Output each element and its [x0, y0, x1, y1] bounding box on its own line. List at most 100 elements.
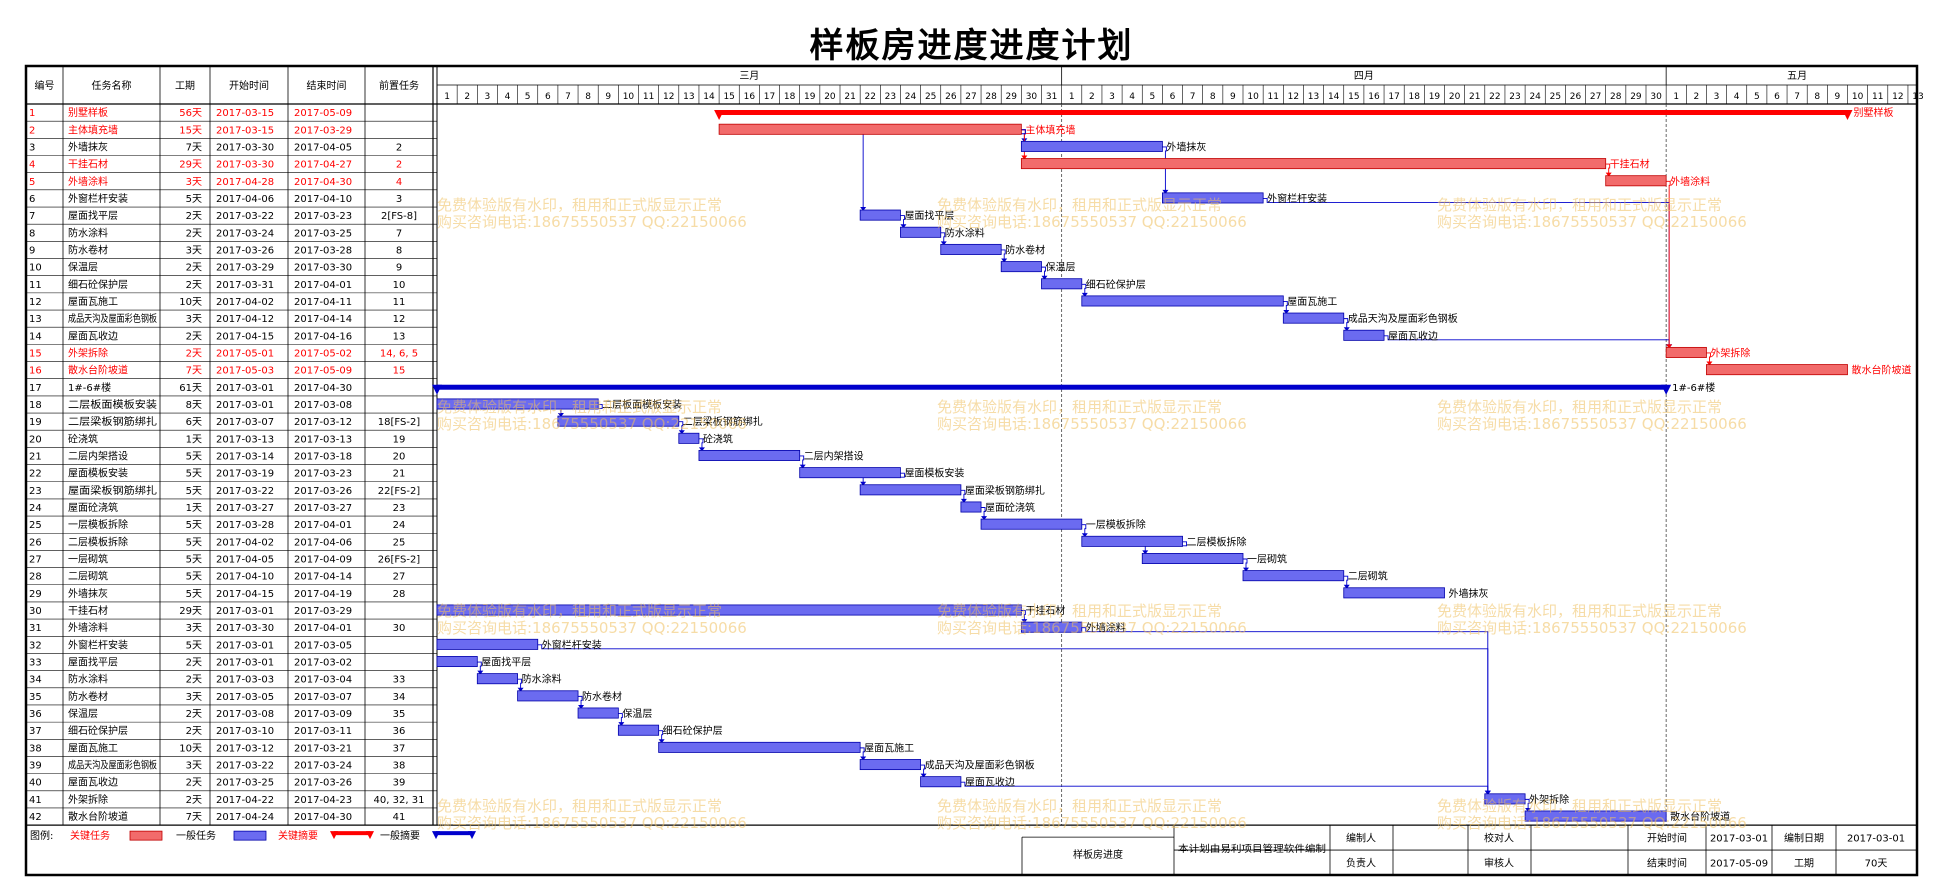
- task-end: 2017-04-10: [294, 194, 352, 205]
- day-label: 10: [1247, 92, 1259, 102]
- dependency-arrow: [960, 498, 967, 503]
- task-name: 成品天沟及屋面彩色钢板: [68, 759, 157, 772]
- task-name: 砼浇筑: [68, 432, 98, 445]
- task-duration: 3天: [186, 314, 202, 325]
- task-predecessor: 40, 32, 31: [374, 795, 425, 806]
- task-id: 37: [29, 726, 42, 737]
- bar-label: 别墅样板: [1854, 106, 1894, 119]
- task-id: 14: [29, 331, 42, 342]
- task-name: 外墙抹灰: [68, 140, 108, 153]
- table-row: 27 一层砌筑 5天 2017-04-05 2017-04-09 26[FS-2]: [29, 553, 420, 566]
- task-start: 2017-03-01: [216, 606, 274, 617]
- dependency-link: [678, 421, 684, 435]
- task-end: 2017-03-30: [294, 263, 352, 274]
- task-bar: [658, 741, 861, 753]
- task-predecessor: 27: [393, 572, 406, 583]
- task-duration: 7天: [186, 812, 202, 823]
- summary-end-marker: [1842, 110, 1853, 120]
- task-name: 成品天沟及屋面彩色钢板: [68, 312, 157, 325]
- dependency-link: [960, 489, 966, 503]
- day-label: 28: [985, 92, 997, 102]
- task-end: 2017-03-09: [294, 709, 352, 720]
- table-row: 40 屋面瓦收边 2天 2017-03-25 2017-03-26 39: [29, 776, 405, 789]
- column-header-start: 开始时间: [229, 79, 269, 92]
- task-start: 2017-04-24: [216, 812, 274, 823]
- day-label: 4: [1129, 92, 1135, 102]
- task-bar: [960, 501, 982, 513]
- task-start: 2017-04-15: [216, 331, 274, 342]
- dependency-arrow: [860, 756, 867, 761]
- table-row: 26 二层模板拆除 5天 2017-04-02 2017-04-06 25: [29, 535, 405, 548]
- task-predecessor: 2[FS-8]: [381, 211, 417, 222]
- bar-label: 二层砌筑: [1348, 570, 1388, 583]
- task-start: 2017-05-03: [216, 366, 274, 377]
- dependency-arrow: [517, 687, 524, 692]
- task-name: 屋面瓦施工: [68, 741, 118, 754]
- task-start: 2017-03-15: [216, 125, 274, 136]
- task-name: 外窗栏杆安装: [68, 192, 128, 205]
- dependency-arrow: [860, 207, 867, 212]
- day-label: 29: [1630, 92, 1642, 102]
- task-predecessor: 20: [393, 451, 406, 462]
- dependency-link: [1283, 301, 1288, 315]
- dependency-link: [1243, 558, 1248, 572]
- task-bar: [1282, 312, 1345, 324]
- dependency-arrow: [1343, 584, 1350, 589]
- day-label: 3: [1714, 92, 1720, 102]
- day-label: 6: [1774, 92, 1780, 102]
- task-id: 34: [29, 675, 42, 686]
- table-row: 16 散水台阶坡道 7天 2017-05-03 2017-05-09 15: [29, 364, 405, 377]
- day-label: 23: [1509, 92, 1520, 102]
- task-id: 33: [29, 658, 42, 669]
- task-name: 防水卷材: [68, 243, 108, 256]
- footer-end-label: 结束时间: [1647, 857, 1687, 870]
- task-duration: 7天: [186, 366, 202, 377]
- day-label: 1: [444, 92, 450, 102]
- day-label: 15: [723, 92, 734, 102]
- task-name: 屋面瓦收边: [68, 776, 118, 789]
- task-duration: 1天: [186, 434, 202, 445]
- day-label: 14: [1328, 92, 1340, 102]
- task-name: 二层梁板钢筋绑扎: [68, 415, 157, 428]
- dependency-link: [658, 730, 664, 744]
- bar-label: 成品天沟及屋面彩色钢板: [925, 759, 1035, 772]
- task-end: 2017-04-05: [294, 142, 352, 153]
- legend-critical-summary-marker-left: [330, 831, 338, 840]
- dependency-arrow: [578, 704, 585, 709]
- task-end: 2017-03-26: [294, 778, 352, 789]
- dependency-link: [920, 764, 926, 778]
- bar-label: 外窗栏杆安装: [1267, 192, 1327, 205]
- footer-start-label: 开始时间: [1647, 832, 1687, 845]
- dependency-link: [1144, 541, 1188, 555]
- dependency-arrow: [1021, 155, 1028, 160]
- task-start: 2017-03-24: [216, 228, 274, 239]
- footer-editor-label: 编制人: [1346, 832, 1376, 845]
- dependency-arrow: [658, 739, 665, 744]
- bar-label: 细石砼保护层: [663, 724, 723, 737]
- day-label: 29: [1006, 92, 1018, 102]
- task-duration: 1天: [186, 503, 202, 514]
- task-predecessor: 38: [393, 761, 406, 772]
- task-duration: 2天: [186, 263, 202, 274]
- dependency-link: [1605, 163, 1611, 177]
- task-id: 1: [29, 108, 35, 119]
- task-start: 2017-04-15: [216, 589, 274, 600]
- task-duration: 2天: [186, 348, 202, 359]
- task-end: 2017-04-27: [294, 160, 352, 171]
- task-bar: [436, 398, 599, 410]
- dependency-link: [1343, 318, 1349, 332]
- day-label: 26: [945, 92, 957, 102]
- day-label: 9: [1230, 92, 1236, 102]
- task-end: 2017-03-21: [294, 743, 352, 754]
- table-row: 8 防水涂料 2天 2017-03-24 2017-03-25 7: [29, 226, 402, 239]
- task-id: 18: [29, 400, 42, 411]
- day-label: 1: [1069, 92, 1075, 102]
- task-start: 2017-03-08: [216, 709, 274, 720]
- task-predecessor: 36: [393, 726, 406, 737]
- task-start: 2017-03-31: [216, 280, 274, 291]
- dependency-link: [1041, 266, 1046, 280]
- bar-label: 屋面梁板钢筋绑扎: [965, 484, 1045, 497]
- dependency-arrow: [940, 241, 947, 246]
- task-bar: [1000, 261, 1042, 273]
- bar-label: 保温层: [1046, 261, 1076, 274]
